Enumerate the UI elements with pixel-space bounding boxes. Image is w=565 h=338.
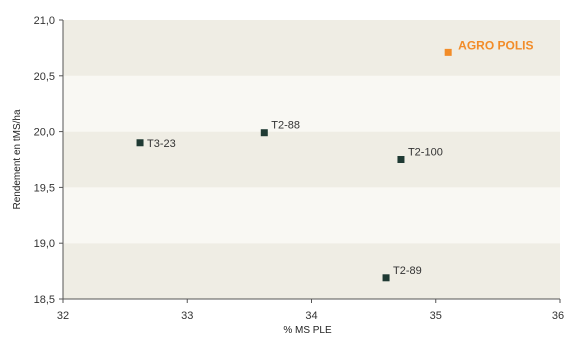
data-point-label: T2-100 [408, 147, 443, 159]
grid-band [63, 75, 560, 132]
data-point [260, 129, 268, 137]
data-point-label: T2-88 [271, 120, 300, 132]
y-axis-label: Rendement en tMS/ha [12, 109, 23, 209]
data-point [382, 274, 390, 282]
y-tick-label: 20,0 [34, 127, 55, 139]
y-tick-label: 19,5 [34, 182, 55, 194]
x-tick-label: 33 [181, 310, 193, 322]
x-tick-label: 35 [430, 310, 442, 322]
x-tick-label: 32 [57, 310, 69, 322]
grid-band [63, 131, 560, 188]
grid-band [63, 20, 560, 76]
y-tick-label: 19,0 [34, 238, 55, 250]
data-point-label: T2-89 [393, 265, 422, 277]
plot-background-bands [63, 20, 560, 299]
x-ticks: 32 33 34 35 36 [57, 299, 564, 322]
y-tick-label: 20,5 [34, 71, 55, 83]
data-point [444, 48, 452, 56]
x-tick-label: 34 [305, 310, 317, 322]
data-point-label: T3-23 [147, 138, 176, 150]
y-ticks: 18,5 19,0 19,5 20,0 20,5 21,0 [34, 15, 63, 306]
data-points: T3-23 T2-88 T2-100 T2-89 AGRO POLIS [136, 38, 534, 282]
y-tick-label: 21,0 [34, 15, 55, 27]
grid-band [63, 187, 560, 244]
data-point [397, 156, 405, 163]
grid-band [63, 243, 560, 299]
y-tick-label: 18,5 [34, 294, 55, 306]
x-tick-label: 36 [552, 310, 564, 322]
data-point-label: AGRO POLIS [458, 38, 533, 52]
data-point [136, 139, 144, 147]
x-axis-label: % MS PLE [283, 325, 332, 336]
